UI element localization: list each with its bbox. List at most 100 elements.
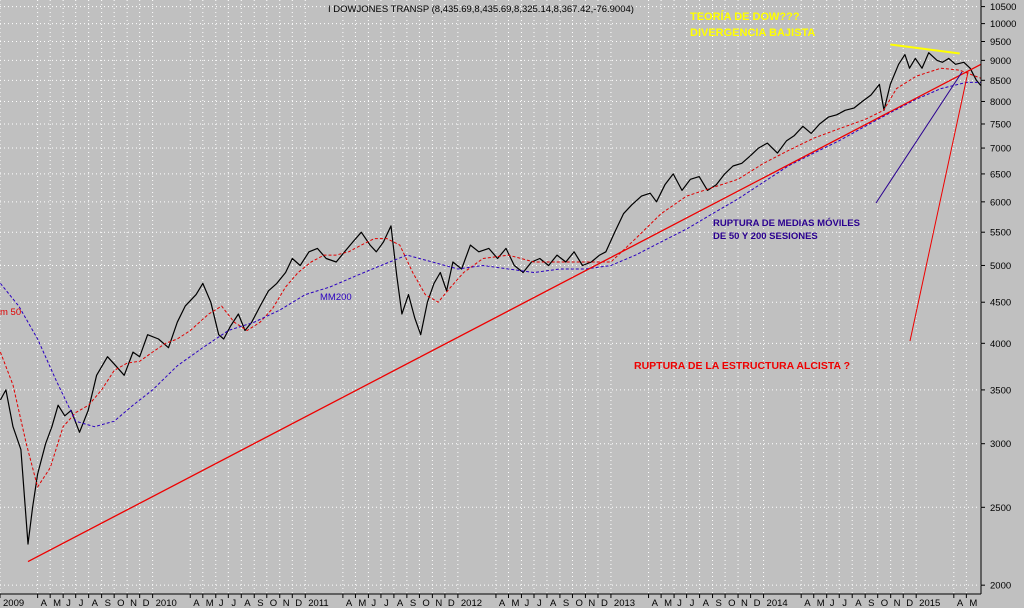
- ma-break-pointer: [875, 71, 963, 204]
- x-tick-label: A: [92, 598, 99, 608]
- divergence-line: [890, 43, 960, 55]
- x-tick-label: A: [652, 598, 659, 608]
- x-tick-label: J: [537, 598, 542, 608]
- x-tick-label: 2011: [308, 598, 328, 608]
- y-tick-label: 10500: [990, 2, 1016, 13]
- x-tick-label: O: [575, 598, 582, 608]
- structure-break-label: RUPTURA DE LA ESTRUCTURA ALCISTA ?: [634, 360, 850, 372]
- y-tick-label: 5000: [990, 261, 1011, 272]
- x-tick-label: M: [206, 598, 214, 608]
- x-tick-label: D: [601, 598, 608, 608]
- y-tick-label: 6000: [990, 197, 1011, 208]
- x-tick-label: D: [448, 598, 455, 608]
- x-tick-label: M: [53, 598, 61, 608]
- x-tick-label: O: [881, 598, 888, 608]
- y-tick-label: 8500: [990, 76, 1011, 87]
- x-tick-label: A: [703, 598, 710, 608]
- x-tick-label: N: [130, 598, 137, 608]
- x-tick-label: A: [397, 598, 404, 608]
- ma-break-label-line1: RUPTURA DE MEDIAS MÓVILES: [713, 217, 860, 229]
- x-tick-label: S: [868, 598, 874, 608]
- x-tick-label: A: [244, 598, 251, 608]
- x-tick-label: O: [270, 598, 277, 608]
- x-tick-label: A: [550, 598, 557, 608]
- x-tick-label: J: [842, 598, 847, 608]
- y-tick-label: 10000: [990, 19, 1016, 30]
- x-tick-label: S: [716, 598, 722, 608]
- y-tick-label: 7000: [990, 144, 1011, 155]
- y-tick-label: 6500: [990, 169, 1011, 180]
- x-tick-label: N: [435, 598, 442, 608]
- y-tick-label: 9000: [990, 56, 1011, 67]
- x-tick-label: O: [117, 598, 124, 608]
- y-tick-label: 3500: [990, 385, 1011, 396]
- x-tick-label: 2013: [614, 598, 635, 608]
- x-tick-label: S: [257, 598, 263, 608]
- x-tick-label: M: [664, 598, 672, 608]
- y-tick-label: 3000: [990, 439, 1011, 450]
- y-tick-label: 2500: [990, 503, 1011, 514]
- x-tick-label: J: [384, 598, 389, 608]
- x-tick-label: O: [422, 598, 429, 608]
- x-tick-label: J: [830, 598, 835, 608]
- ma200-line: [0, 81, 981, 428]
- x-tick-label: A: [41, 598, 48, 608]
- x-tick-label: J: [371, 598, 376, 608]
- y-tick-label: 8000: [990, 97, 1011, 108]
- price-line: [0, 52, 982, 545]
- x-tick-label: J: [524, 598, 529, 608]
- x-tick-label: A: [957, 598, 964, 608]
- x-tick-label: M: [969, 598, 977, 608]
- x-tick-label: J: [66, 598, 71, 608]
- ma-break-label-line2: DE 50 Y 200 SESIONES: [713, 231, 818, 242]
- y-tick-label: 4000: [990, 339, 1011, 350]
- x-tick-label: A: [193, 598, 200, 608]
- x-tick-label: S: [410, 598, 416, 608]
- x-tick-label: M: [511, 598, 519, 608]
- chart-title: I DOWJONES TRANSP (8,435.69,8,435.69,8,3…: [328, 4, 634, 15]
- x-tick-label: O: [728, 598, 735, 608]
- dow-theory-label: TEORÍA DE DOW???: [690, 10, 800, 23]
- y-tick-label: 2000: [990, 581, 1011, 592]
- x-tick-label: N: [894, 598, 901, 608]
- y-axis: 2000 2500 3000 3500 4000 4500 5000 5500 6000 6500…: [981, 2, 1016, 592]
- x-tick-label: 2012: [461, 598, 482, 608]
- y-tick-label: 4500: [990, 298, 1011, 309]
- y-tick-label: 5500: [990, 228, 1011, 239]
- x-tick-label: N: [283, 598, 290, 608]
- series-layer: [0, 43, 982, 563]
- x-tick-label: S: [563, 598, 569, 608]
- x-tick-label: A: [346, 598, 353, 608]
- x-tick-label: 2014: [767, 598, 788, 608]
- x-tick-label: N: [741, 598, 748, 608]
- x-tick-label: J: [231, 598, 236, 608]
- x-tick-label: 2010: [156, 598, 177, 608]
- x-axis: 2009 A M J J A S O N D 2010 A M J J A S O N D 2011 A M J J A S O N D 2…: [0, 594, 977, 608]
- y-tick-label: 7500: [990, 119, 1011, 130]
- ma50-label: m 50: [0, 307, 21, 318]
- x-tick-label: M: [817, 598, 825, 608]
- x-tick-label: 2015: [919, 598, 940, 608]
- x-tick-label: S: [105, 598, 111, 608]
- x-tick-label: A: [804, 598, 811, 608]
- ma200-label: MM200: [320, 292, 352, 303]
- x-tick-label: J: [219, 598, 224, 608]
- x-tick-label: N: [588, 598, 595, 608]
- structure-break-pointer: [909, 71, 969, 342]
- x-tick-label: D: [143, 598, 150, 608]
- x-tick-label: J: [79, 598, 84, 608]
- x-tick-label: M: [358, 598, 366, 608]
- trend-support-line: [27, 63, 982, 563]
- bearish-divergence-label: DIVERGENCIA BAJISTA: [690, 27, 815, 39]
- x-tick-label: A: [855, 598, 862, 608]
- x-tick-label: J: [690, 598, 695, 608]
- x-tick-label: 2009: [3, 598, 24, 608]
- x-tick-label: D: [754, 598, 761, 608]
- x-tick-label: J: [677, 598, 682, 608]
- x-tick-label: A: [499, 598, 506, 608]
- x-tick-label: D: [906, 598, 913, 608]
- x-tick-label: D: [295, 598, 302, 608]
- y-tick-label: 9500: [990, 37, 1011, 48]
